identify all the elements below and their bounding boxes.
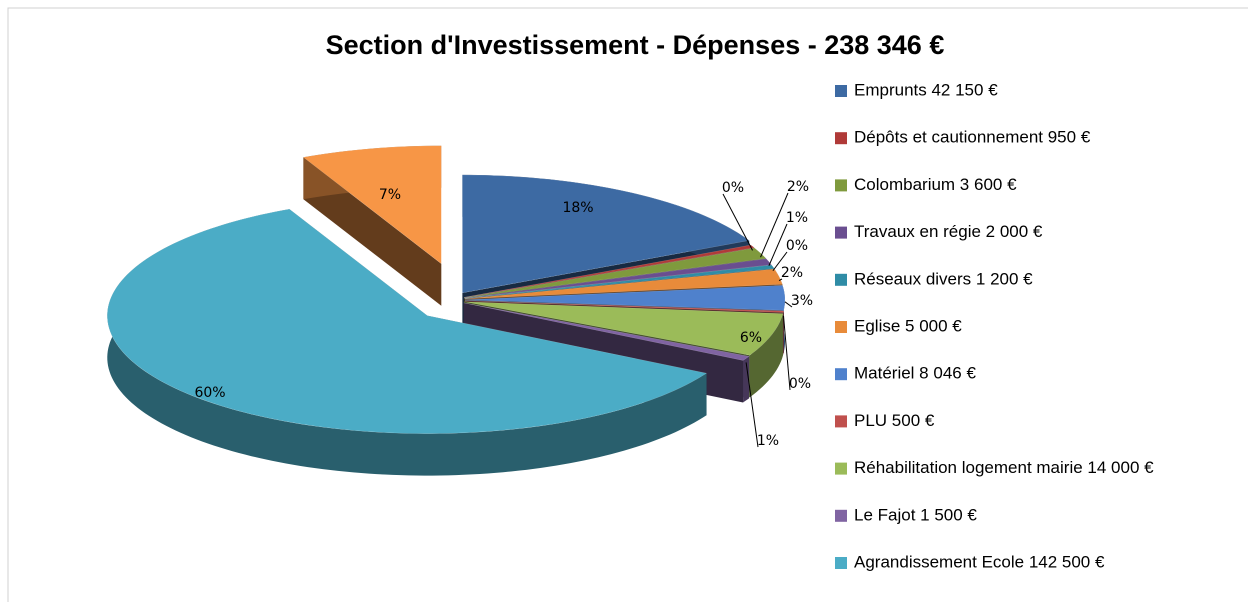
legend-label: Colombarium 3 600 € <box>854 175 1017 194</box>
legend-swatch <box>835 368 847 381</box>
leader-line <box>768 223 788 266</box>
legend-label: Agrandissement Ecole 142 500 € <box>854 552 1105 571</box>
legend-swatch <box>835 509 847 522</box>
pie-slice <box>464 300 785 313</box>
pie-slice <box>463 244 755 298</box>
legend-swatch <box>835 273 847 286</box>
pie-slice <box>302 145 442 265</box>
legend-label: Réseaux divers 1 200 € <box>854 269 1033 288</box>
leader-line <box>745 362 759 448</box>
legend-label: Emprunts 42 150 € <box>854 80 998 99</box>
leader-line <box>783 315 791 391</box>
legend-swatch <box>835 132 847 145</box>
data-label: 2% <box>787 179 809 195</box>
pie-slice <box>462 174 750 294</box>
legend-swatch <box>835 226 847 239</box>
legend-swatch <box>835 179 847 192</box>
slice-side <box>749 313 783 398</box>
pie-slice <box>464 285 786 311</box>
pie-slice <box>107 208 708 434</box>
data-label: 18% <box>562 200 593 216</box>
pie-slice <box>463 302 750 361</box>
data-label: 0% <box>789 376 811 392</box>
legend-label: Matériel 8 046 € <box>854 364 976 383</box>
slice-wall <box>303 157 442 306</box>
legend-swatch <box>835 557 847 569</box>
data-label: 6% <box>740 330 762 346</box>
legend-label: Réhabilitation logement mairie 14 000 € <box>854 458 1154 477</box>
legend-swatch <box>835 415 847 428</box>
pie-slice <box>464 301 784 356</box>
leader-line <box>784 301 793 308</box>
data-label: 60% <box>194 385 225 401</box>
data-label: 3% <box>791 293 813 309</box>
pie-slice <box>464 258 772 299</box>
data-label: 1% <box>757 433 779 449</box>
data-label: 0% <box>722 180 744 196</box>
leader-line <box>722 193 753 251</box>
legend-label: Eglise 5 000 € <box>854 316 962 335</box>
legend-label: PLU 500 € <box>854 411 935 430</box>
data-label: 7% <box>379 187 401 203</box>
leader-line <box>778 278 783 282</box>
data-label: 1% <box>786 210 808 226</box>
legend-label: Le Fajot 1 500 € <box>854 505 977 524</box>
data-label: 2% <box>781 265 803 281</box>
legend-label: Dépôts et cautionnement 950 € <box>854 128 1091 147</box>
legend-label: Travaux en régie 2 000 € <box>854 222 1043 241</box>
pie-tops <box>107 145 786 434</box>
legend-swatch <box>835 321 847 333</box>
pie-slice <box>464 247 767 298</box>
leader-line <box>760 192 789 258</box>
legend-swatch <box>835 462 847 475</box>
slice-side <box>743 356 750 403</box>
leader-line <box>772 251 788 272</box>
data-label: 0% <box>786 238 808 254</box>
legend-swatch <box>835 85 847 97</box>
chart-title: Section d'Investissement - Dépenses - 23… <box>326 30 945 60</box>
